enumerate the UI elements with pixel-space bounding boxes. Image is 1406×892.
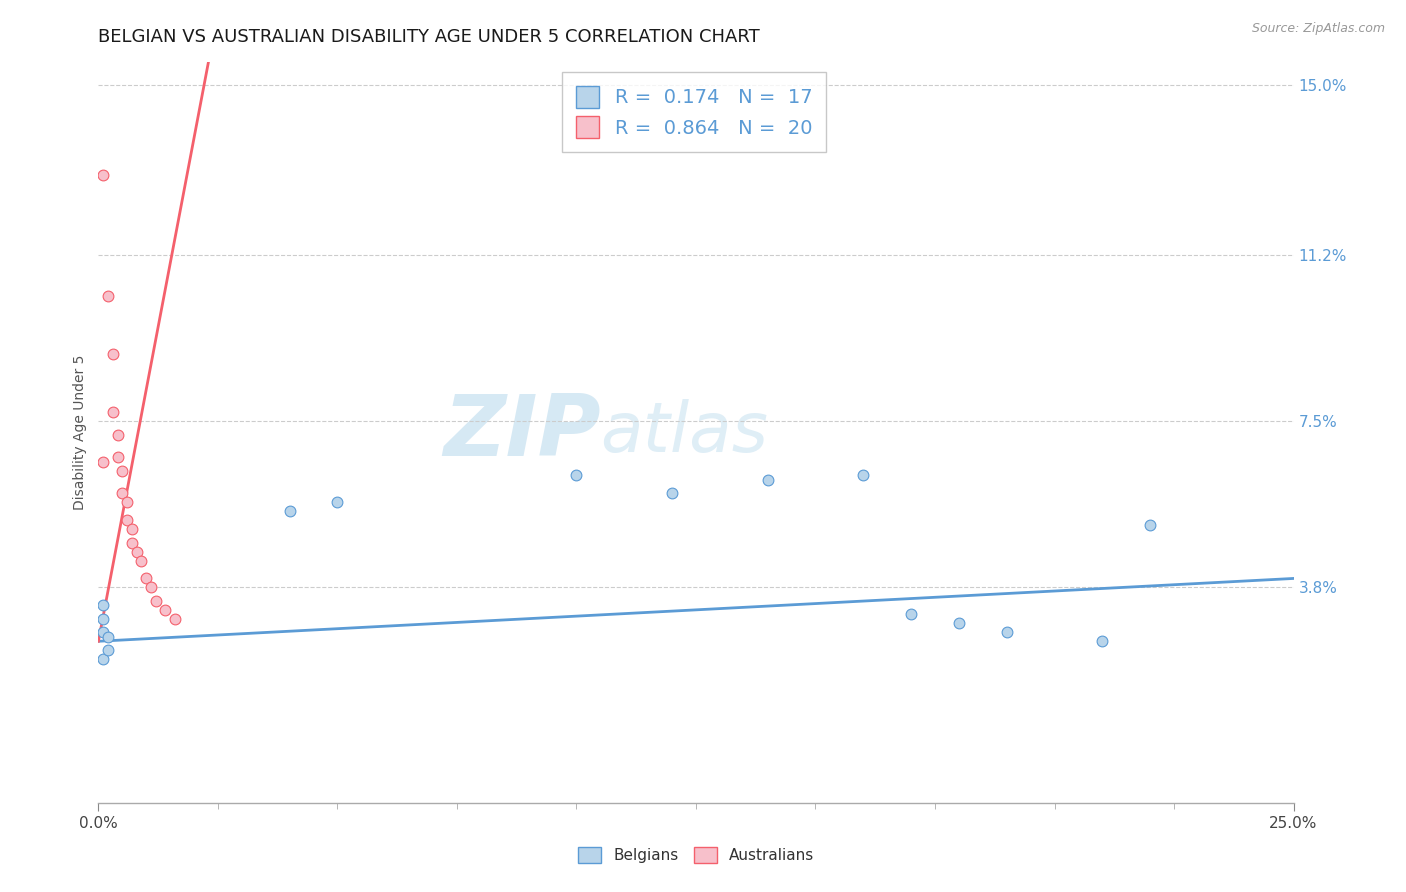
- Point: [145, 594, 167, 608]
- Point: [97, 289, 120, 303]
- Point: [115, 513, 138, 527]
- Point: [1139, 517, 1161, 532]
- Point: [91, 625, 114, 640]
- Point: [91, 652, 114, 666]
- Point: [91, 455, 114, 469]
- Point: [661, 486, 683, 500]
- Point: [97, 643, 120, 657]
- Point: [852, 468, 875, 483]
- Point: [91, 599, 114, 613]
- Point: [121, 522, 143, 536]
- Point: [111, 486, 134, 500]
- Point: [995, 625, 1018, 640]
- Point: [131, 553, 153, 567]
- Point: [107, 450, 129, 465]
- Point: [135, 571, 157, 585]
- Point: [163, 612, 186, 626]
- Point: [107, 428, 129, 442]
- Point: [756, 473, 779, 487]
- Point: [111, 464, 134, 478]
- Point: [1091, 634, 1114, 648]
- Text: atlas: atlas: [600, 399, 768, 467]
- Text: ZIP: ZIP: [443, 391, 600, 475]
- Point: [565, 468, 588, 483]
- Point: [139, 581, 162, 595]
- Point: [121, 535, 143, 549]
- Point: [101, 347, 124, 361]
- Point: [900, 607, 922, 622]
- Point: [278, 504, 301, 518]
- Point: [101, 405, 124, 419]
- Point: [115, 495, 138, 509]
- Point: [91, 612, 114, 626]
- Point: [97, 630, 120, 644]
- Y-axis label: Disability Age Under 5: Disability Age Under 5: [73, 355, 87, 510]
- Point: [125, 544, 148, 558]
- Point: [326, 495, 349, 509]
- Point: [91, 168, 114, 182]
- Text: Source: ZipAtlas.com: Source: ZipAtlas.com: [1251, 22, 1385, 36]
- Legend: Belgians, Australians: Belgians, Australians: [572, 841, 820, 869]
- Point: [948, 616, 970, 631]
- Text: BELGIAN VS AUSTRALIAN DISABILITY AGE UNDER 5 CORRELATION CHART: BELGIAN VS AUSTRALIAN DISABILITY AGE UND…: [98, 28, 761, 45]
- Point: [155, 603, 177, 617]
